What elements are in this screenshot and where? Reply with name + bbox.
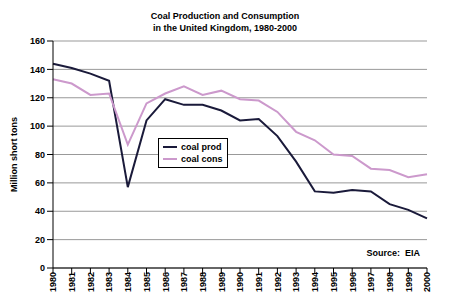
- svg-text:1991: 1991: [254, 272, 264, 292]
- svg-text:1993: 1993: [291, 272, 301, 292]
- html-text:coal prod: coal prod: [181, 142, 222, 152]
- svg-text:1996: 1996: [348, 272, 358, 292]
- svg-text:140: 140: [30, 65, 45, 75]
- svg-text:1999: 1999: [404, 272, 414, 292]
- html-text:Coal Production and Consumptio: Coal Production and Consumption: [150, 11, 300, 21]
- svg-text:1992: 1992: [273, 272, 283, 292]
- svg-text:1982: 1982: [86, 272, 96, 292]
- svg-text:1990: 1990: [235, 272, 245, 292]
- svg-text:Million short tons: Million short tons: [9, 117, 19, 192]
- svg-text:1997: 1997: [366, 272, 376, 292]
- svg-text:1983: 1983: [104, 272, 114, 292]
- svg-text:1984: 1984: [123, 272, 133, 292]
- svg-text:1980: 1980: [48, 272, 58, 292]
- svg-text:1988: 1988: [198, 272, 208, 292]
- svg-text:2000: 2000: [422, 272, 432, 292]
- svg-text:1981: 1981: [67, 272, 77, 292]
- svg-text:60: 60: [35, 178, 45, 188]
- svg-text:0: 0: [40, 263, 45, 273]
- html-text:in the United Kingdom, 1980-20: in the United Kingdom, 1980-2000: [153, 23, 297, 33]
- svg-text:1985: 1985: [142, 272, 152, 292]
- svg-text:1995: 1995: [329, 272, 339, 292]
- html-text:coal cons: coal cons: [181, 154, 223, 164]
- svg-text:1998: 1998: [385, 272, 395, 292]
- svg-text:20: 20: [35, 235, 45, 245]
- svg-text:100: 100: [30, 121, 45, 131]
- svg-text:1994: 1994: [310, 272, 320, 292]
- svg-text:1987: 1987: [179, 272, 189, 292]
- svg-text:120: 120: [30, 93, 45, 103]
- svg-text:160: 160: [30, 36, 45, 46]
- svg-text:40: 40: [35, 206, 45, 216]
- html-text:Source: EIA: Source: EIA: [366, 248, 420, 258]
- svg-text:80: 80: [35, 150, 45, 160]
- svg-text:1986: 1986: [161, 272, 171, 292]
- svg-text:1989: 1989: [217, 272, 227, 292]
